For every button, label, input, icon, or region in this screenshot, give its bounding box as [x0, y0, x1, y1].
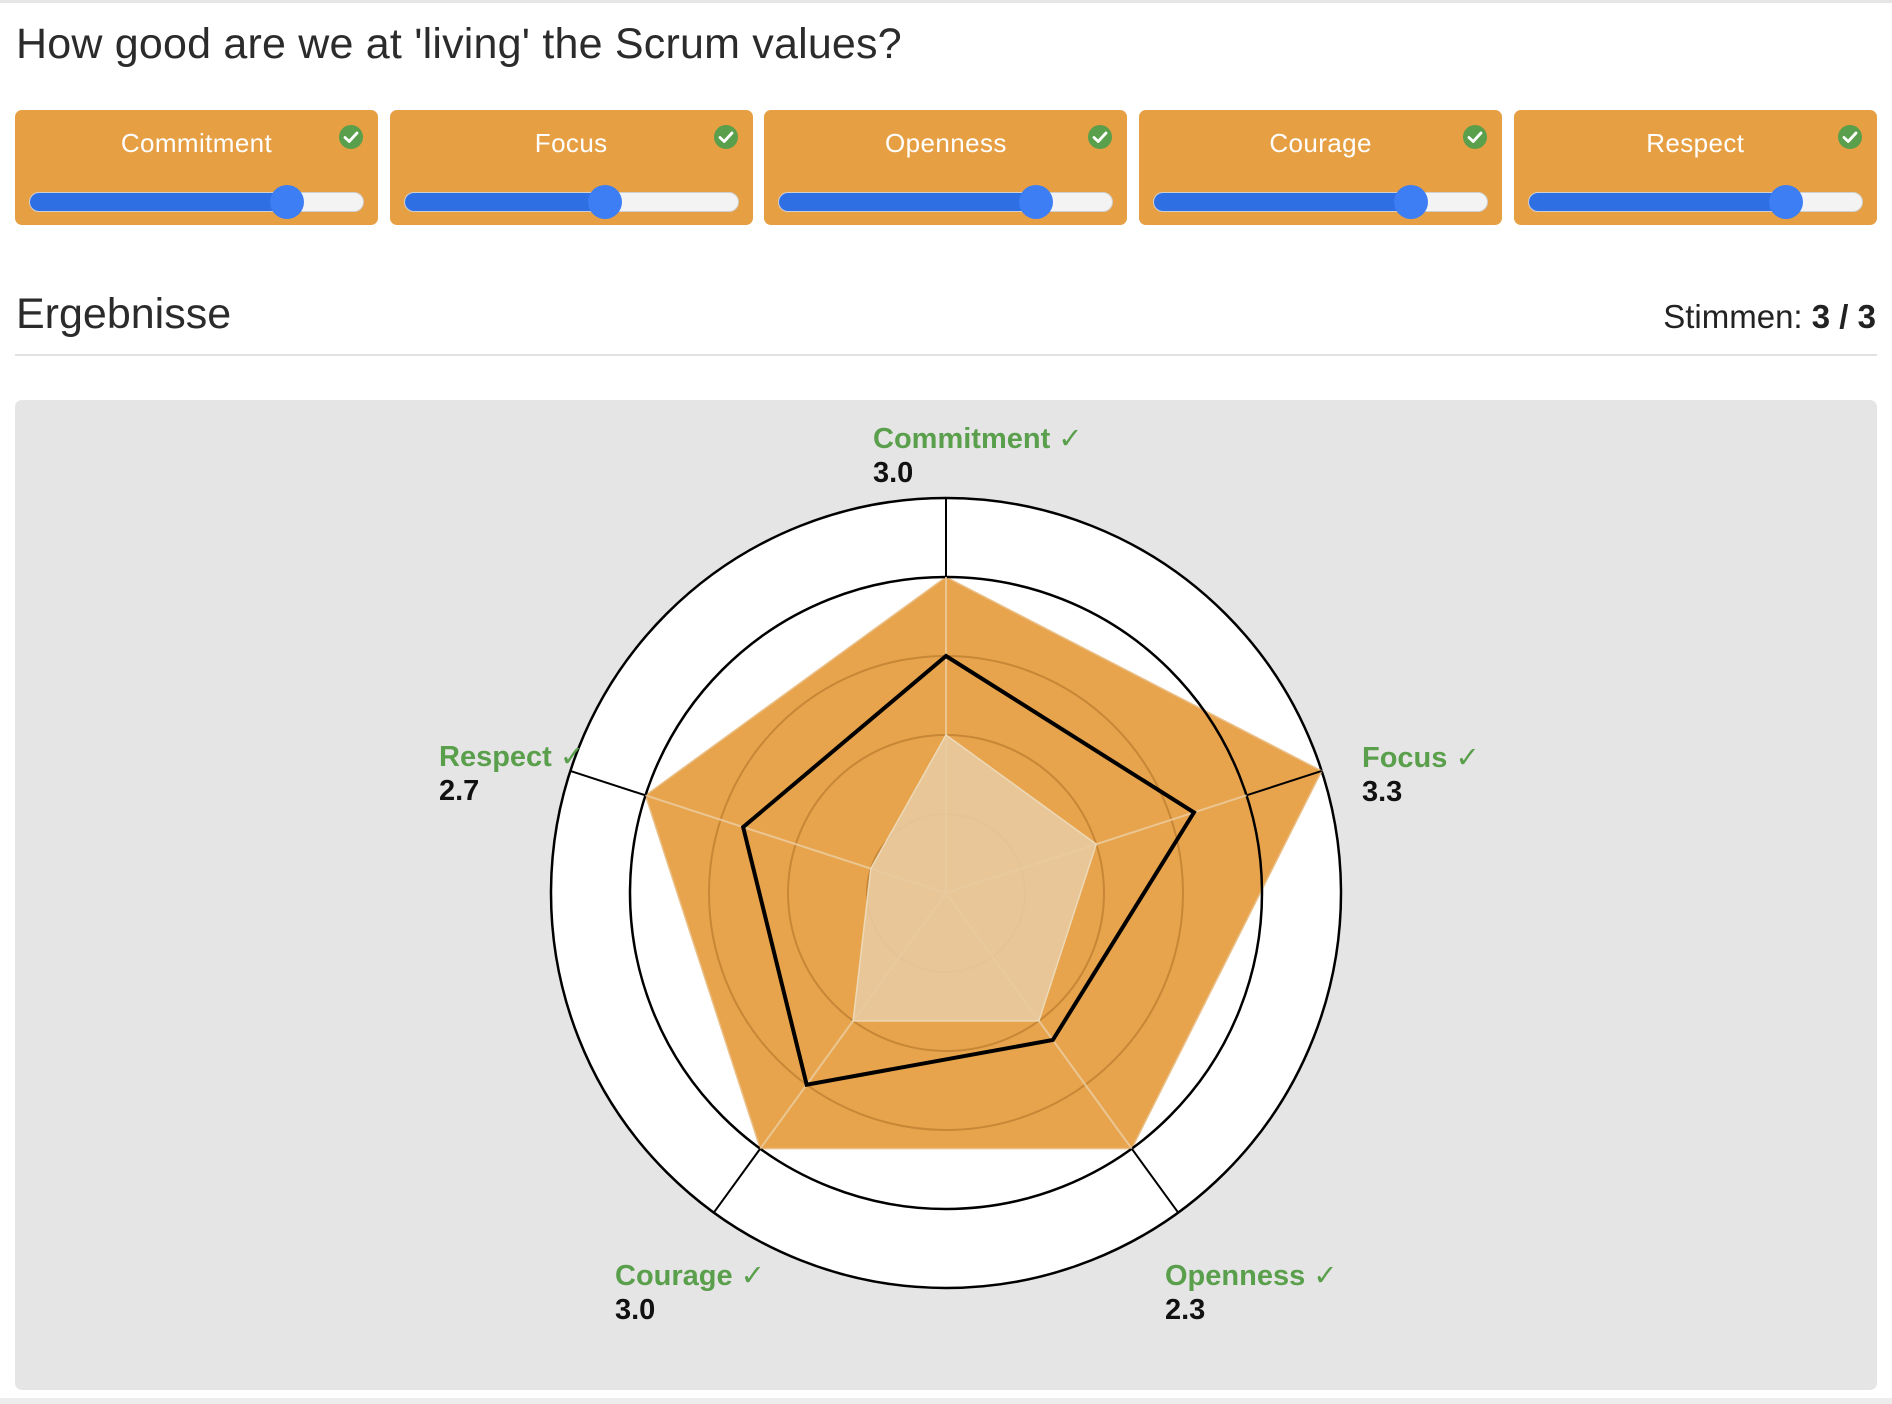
slider-thumb[interactable] [587, 185, 622, 219]
axis-value-courage: 3.0 [615, 1294, 655, 1326]
check-circle-icon [1088, 125, 1113, 149]
axis-label-openness: Openness ✓ [1165, 1260, 1338, 1292]
card-openness: Openness [764, 110, 1128, 225]
slider-track[interactable] [1527, 192, 1863, 212]
check-circle-icon [1837, 125, 1862, 149]
card-courage: Courage [1139, 110, 1503, 225]
card-focus: Focus [389, 110, 753, 225]
radar-spoke-outer [1246, 769, 1322, 797]
card-label: Courage [1269, 128, 1372, 158]
slider-thumb[interactable] [1394, 185, 1429, 219]
check-circle-icon [713, 125, 738, 149]
respect-slider[interactable] [1527, 185, 1863, 219]
radar-spoke-outer [713, 1148, 762, 1214]
card-label: Openness [885, 128, 1007, 158]
votes-label: Stimmen: [1663, 298, 1803, 335]
radar-series-min [852, 733, 1098, 1022]
value-cards: Commitment Focus Openness Courage Respect [15, 110, 1877, 225]
axis-label-respect: Respect ✓ [439, 741, 584, 773]
axis-label-courage: Courage ✓ [615, 1260, 765, 1292]
votes-count: Stimmen: 3 / 3 [1663, 298, 1876, 336]
card-respect: Respect [1513, 110, 1877, 225]
slider-fill [404, 193, 605, 211]
card-label: Focus [534, 128, 608, 158]
card-label: Respect [1646, 128, 1745, 158]
results-title: Ergebnisse [16, 290, 232, 338]
axis-value-commitment: 3.0 [873, 457, 913, 489]
slider-thumb[interactable] [269, 185, 304, 219]
slider-fill [1528, 193, 1786, 211]
top-divider [0, 0, 1892, 3]
slider-track[interactable] [403, 192, 739, 212]
slider-track[interactable] [1153, 192, 1489, 212]
slider-fill [1154, 193, 1411, 211]
votes-value: 3 / 3 [1811, 298, 1876, 335]
courage-slider[interactable] [1153, 185, 1489, 219]
slider-thumb[interactable] [1768, 185, 1803, 219]
slider-fill [779, 193, 1036, 211]
axis-label-focus: Focus ✓ [1362, 742, 1480, 774]
focus-slider[interactable] [403, 185, 739, 219]
radar-spoke-outer [570, 769, 646, 797]
radar-chart-panel: Commitment ✓ 3.0 Focus ✓ 3.3 Openness ✓ 2.3 Co… [15, 400, 1877, 1390]
slider-thumb[interactable] [1019, 185, 1054, 219]
card-commitment: Commitment [15, 110, 378, 225]
axis-value-openness: 2.3 [1165, 1294, 1205, 1326]
axis-value-respect: 2.7 [439, 775, 479, 807]
axis-label-commitment: Commitment ✓ [873, 423, 1083, 455]
slider-track[interactable] [29, 192, 364, 212]
bottom-divider [0, 1398, 1892, 1404]
openness-slider[interactable] [778, 185, 1114, 219]
card-label: Commitment [120, 128, 273, 158]
radar-series-average [740, 653, 1197, 1088]
slider-fill [30, 193, 287, 211]
radar-spoke-outer [1130, 1148, 1179, 1214]
commitment-slider[interactable] [29, 185, 364, 219]
check-circle-icon [1463, 125, 1488, 149]
question-title: How good are we at 'living' the Scrum va… [16, 20, 902, 68]
slider-track[interactable] [778, 192, 1114, 212]
results-divider [15, 354, 1877, 356]
check-circle-icon [339, 125, 363, 149]
axis-value-focus: 3.3 [1362, 776, 1402, 808]
